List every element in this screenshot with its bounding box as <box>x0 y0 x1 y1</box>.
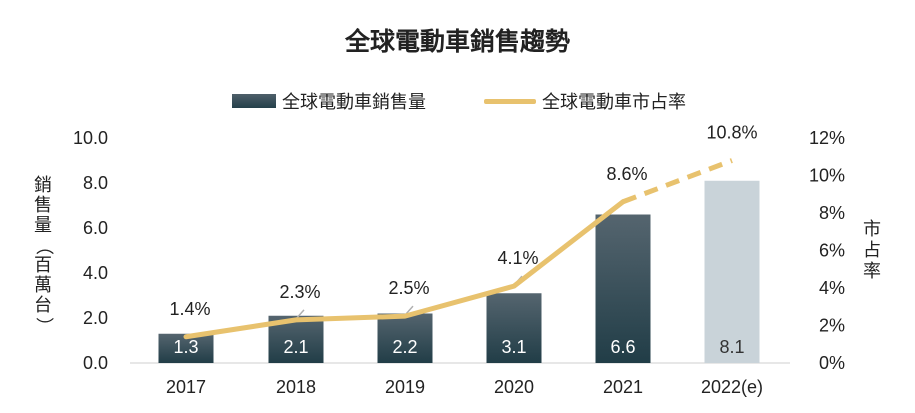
share-value-label-2020: 4.1% <box>497 248 538 268</box>
share-value-label-2022(e): 10.8% <box>706 123 757 143</box>
legend-item-share: 全球電動車市占率 <box>484 88 686 114</box>
legend-label-sales: 全球電動車銷售量 <box>282 92 426 113</box>
y-right-tick: 2% <box>819 316 845 336</box>
y-left-tick: 0.0 <box>83 353 108 373</box>
y-right-tick: 0% <box>819 353 845 373</box>
x-tick-2021: 2021 <box>603 377 643 397</box>
x-tick-2022(e): 2022(e) <box>701 377 763 397</box>
y-right-tick: 12% <box>809 128 845 148</box>
share-value-label-2018: 2.3% <box>279 282 320 302</box>
legend-item-sales: 全球電動車銷售量 <box>232 88 426 114</box>
bar-value-label-2018: 2.1 <box>283 337 308 357</box>
bar-value-label-2021: 6.6 <box>610 337 635 357</box>
y-left-label-char: 百 <box>34 255 52 276</box>
legend-swatch-sales <box>232 94 276 108</box>
y-left-tick: 6.0 <box>83 218 108 238</box>
share-value-label-2021: 8.6% <box>606 164 647 184</box>
y-left-tick: 4.0 <box>83 263 108 283</box>
chart-title: 全球電動車銷售趨勢 <box>344 27 570 56</box>
share-line-solid <box>183 199 626 340</box>
share-line-dashed <box>622 158 733 205</box>
bar-value-label-2017: 1.3 <box>173 337 198 357</box>
share-line-layer <box>183 158 733 340</box>
y-right-label-char: 占 <box>863 240 881 261</box>
y-left-label-char: 量 <box>34 215 52 236</box>
bar-value-label-2019: 2.2 <box>392 337 417 357</box>
y-left-label-char: 銷 <box>34 175 52 196</box>
y-right-tick: 8% <box>819 203 845 223</box>
labels-layer: 1.3 2.1 2.2 3.1 6.6 8.1 1.4% 2.3% 2.5% 4.1% 8.6% 10… <box>169 123 757 358</box>
y-left-tick: 10.0 <box>73 128 108 148</box>
y-right-label-char: 市 <box>863 219 881 240</box>
y-right-tick: 4% <box>819 278 845 298</box>
x-tick-2019: 2019 <box>385 377 425 397</box>
bars-layer <box>158 180 760 363</box>
axes-layer: 2017 2018 2019 2020 2021 2022(e) 0.0 2.0 4.0 6.0 8… <box>33 128 881 397</box>
y-left-label-char: 售 <box>34 195 52 216</box>
legend: 全球電動車銷售量 全球電動車市占率 <box>0 88 915 114</box>
bar-value-label-2020: 3.1 <box>501 337 526 357</box>
y-left-tick: 2.0 <box>83 308 108 328</box>
legend-label-share: 全球電動車市占率 <box>542 92 686 113</box>
y-left-label-char: 台 <box>34 295 52 316</box>
y-right-tick: 10% <box>809 166 845 186</box>
bar-value-label-2022(e): 8.1 <box>719 337 744 357</box>
bar-2020 <box>486 293 542 363</box>
y-right-label-char: 率 <box>863 261 881 282</box>
x-tick-2018: 2018 <box>276 377 316 397</box>
legend-swatch-share <box>484 98 536 104</box>
x-tick-2020: 2020 <box>494 377 534 397</box>
bar-2019 <box>377 313 433 363</box>
x-tick-2017: 2017 <box>166 377 206 397</box>
y-left-label-char: ） <box>33 317 54 335</box>
share-value-label-2017: 1.4% <box>169 299 210 319</box>
bar-2022(e) <box>704 180 760 363</box>
y-left-tick: 8.0 <box>83 173 108 193</box>
bar-2021 <box>595 214 651 363</box>
y-left-label-char: 萬 <box>34 275 52 296</box>
y-right-tick: 6% <box>819 241 845 261</box>
y-left-label-char: （ <box>33 237 54 255</box>
share-value-label-2019: 2.5% <box>388 278 429 298</box>
